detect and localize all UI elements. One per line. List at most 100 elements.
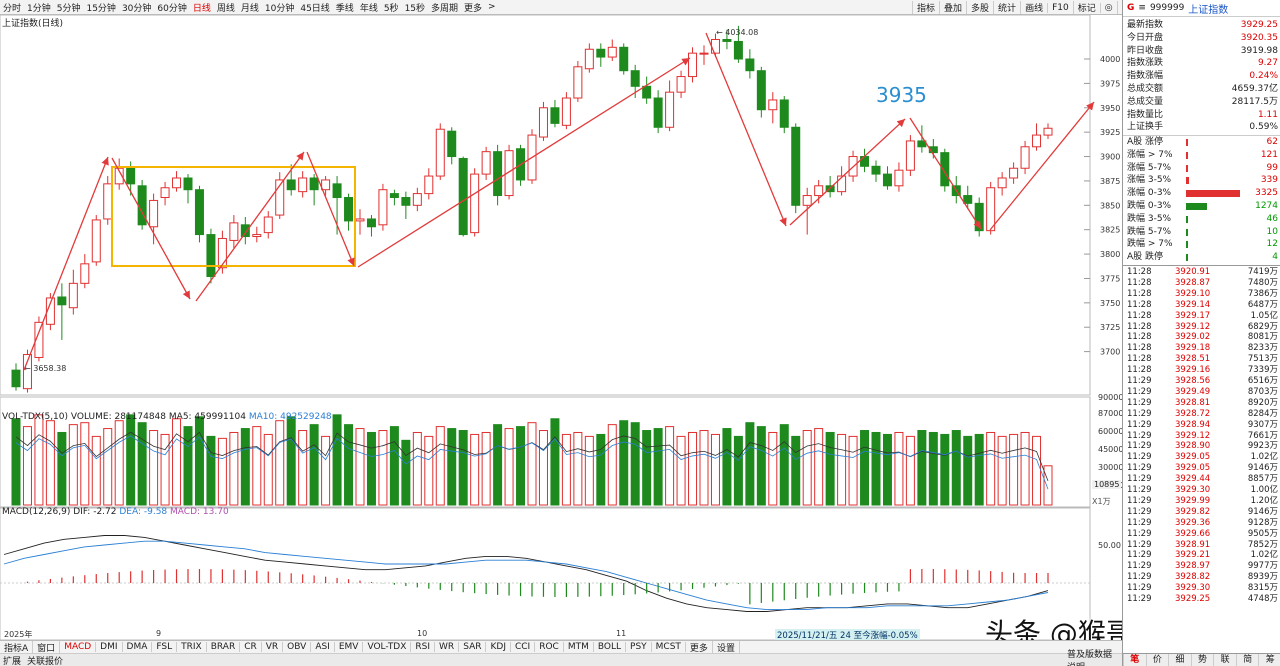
period-7[interactable]: 周线 <box>216 3 235 14</box>
indicator-tab-2[interactable]: MACD <box>60 642 97 652</box>
tool-1[interactable]: 叠加 <box>939 1 966 14</box>
tick-row: 11:28 3928.87 7480万 <box>1123 278 1280 289</box>
indicator-tab-3[interactable]: DMI <box>96 642 123 652</box>
panel-tab-1[interactable]: 价 <box>1145 654 1169 666</box>
tool-2[interactable]: 多股 <box>966 1 993 14</box>
trend-arrow <box>23 156 109 371</box>
tool-5[interactable]: F10 <box>1047 2 1073 13</box>
breadth-bar <box>1186 228 1188 236</box>
period-6[interactable]: 日线 <box>192 3 211 14</box>
breadth-bar <box>1186 254 1188 262</box>
indicator-tab-1[interactable]: 窗口 <box>33 640 61 654</box>
indicator-tab-9[interactable]: VR <box>262 642 284 652</box>
stat-row: 昨日收盘 3919.98 <box>1123 45 1280 58</box>
period-12[interactable]: 年线 <box>359 3 378 14</box>
indicator-tab-5[interactable]: FSL <box>152 642 178 652</box>
macd-dea-line <box>3 540 1049 611</box>
menu-icon[interactable]: ≡ <box>1138 3 1146 13</box>
chart-area[interactable]: 4000 3975 3950 3925 3900 3875 3850 3825 3800 3775… <box>0 14 1123 641</box>
volume-bar <box>699 430 709 506</box>
volume-bar <box>80 422 90 506</box>
tool-4[interactable]: 画线 <box>1020 1 1047 14</box>
indicator-tab-0[interactable]: 指标A <box>0 640 34 654</box>
period-5[interactable]: 60分钟 <box>157 3 187 14</box>
indicator-tab-4[interactable]: DMA <box>123 642 153 652</box>
period-9[interactable]: 10分钟 <box>264 3 295 14</box>
tick-price: 3929.17 <box>1175 310 1211 321</box>
panel-tab-6[interactable]: 筹 <box>1258 654 1280 666</box>
indicator-tab-24[interactable]: 更多 <box>686 640 713 654</box>
tool-0[interactable]: 指标 <box>912 1 939 14</box>
indicator-tab-21[interactable]: BOLL <box>594 642 627 652</box>
period-13[interactable]: 5秒 <box>383 3 399 14</box>
panel-tab-3[interactable]: 势 <box>1190 654 1214 666</box>
tick-row: 11:29 3929.36 9128万 <box>1123 518 1280 529</box>
breadth-bar <box>1186 139 1188 146</box>
period-3[interactable]: 15分钟 <box>86 3 116 14</box>
tick-volume: 7852万 <box>1247 539 1278 550</box>
tick-volume: 1.20亿 <box>1250 495 1278 506</box>
breadth-value: 4 <box>1272 252 1278 263</box>
period-2[interactable]: 5分钟 <box>56 3 81 14</box>
tool-6[interactable]: 标记 <box>1072 1 1100 14</box>
indicator-tab-22[interactable]: PSY <box>626 642 652 652</box>
indicator-tab-17[interactable]: KDJ <box>486 642 511 652</box>
indicator-tab-23[interactable]: MCST <box>652 642 686 652</box>
tool-7[interactable]: ◎ <box>1099 2 1117 13</box>
tick-price: 3928.81 <box>1175 397 1211 408</box>
tick-row: 11:29 3929.30 8315万 <box>1123 583 1280 594</box>
y-tick-label: 3750 <box>1100 299 1120 308</box>
indicator-tab-16[interactable]: SAR <box>459 642 487 652</box>
tool-3[interactable]: 统计 <box>993 1 1020 14</box>
period-0[interactable]: 分时 <box>3 3 22 14</box>
panel-tab-0[interactable]: 笔 <box>1123 654 1146 666</box>
period-10[interactable]: 45日线 <box>300 3 330 14</box>
kline-svg[interactable]: 4000 3975 3950 3925 3900 3875 3850 3825 3800 3775… <box>0 14 1123 641</box>
tick-row: 11:29 3929.05 1.02亿 <box>1123 452 1280 463</box>
candle-body <box>607 46 617 58</box>
indicator-tab-13[interactable]: VOL-TDX <box>363 642 412 652</box>
volume-bar <box>745 422 755 506</box>
period-14[interactable]: 15秒 <box>404 3 426 14</box>
panel-tab-5[interactable]: 简 <box>1235 654 1259 666</box>
expand-button[interactable]: 扩展 <box>3 656 22 666</box>
vol-volume: VOLUME: 281174848 <box>70 412 167 422</box>
more-chevron-icon[interactable]: > <box>488 2 496 12</box>
indicator-tab-19[interactable]: ROC <box>535 642 564 652</box>
trend-arrow <box>789 118 906 226</box>
volume-bar <box>642 430 652 506</box>
period-11[interactable]: 季线 <box>335 3 354 14</box>
panel-tab-2[interactable]: 细 <box>1168 654 1191 666</box>
indicator-tab-18[interactable]: CCI <box>511 642 536 652</box>
indicator-tab-15[interactable]: WR <box>435 642 460 652</box>
tick-row: 11:29 3929.21 1.02亿 <box>1123 550 1280 561</box>
trend-arrow <box>306 151 355 267</box>
indicator-tab-8[interactable]: CR <box>240 642 262 652</box>
panel-tab-4[interactable]: 联 <box>1213 654 1236 666</box>
candle-body <box>275 179 285 216</box>
indicator-tab-20[interactable]: MTM <box>564 642 594 652</box>
candle-body <box>57 296 67 306</box>
tick-volume: 9505万 <box>1247 528 1278 539</box>
period-4[interactable]: 30分钟 <box>121 3 152 14</box>
indicator-tab-12[interactable]: EMV <box>335 642 364 652</box>
period-1[interactable]: 1分钟 <box>27 3 51 14</box>
period-16[interactable]: 更多 <box>464 3 483 14</box>
volume-bar <box>802 430 812 506</box>
data-notice-link[interactable]: 普及版数据说明 <box>1067 650 1113 666</box>
indicator-tab-6[interactable]: TRIX <box>177 642 207 652</box>
period-15[interactable]: 多周期 <box>431 3 459 14</box>
tick-price: 3929.16 <box>1175 365 1211 376</box>
volume-bar <box>848 435 858 506</box>
tick-row: 11:29 3929.12 7661万 <box>1123 431 1280 442</box>
tick-time: 11:29 <box>1127 397 1152 408</box>
period-8[interactable]: 月线 <box>240 3 259 14</box>
indicator-tab-25[interactable]: 设置 <box>713 640 740 654</box>
indicator-tab-7[interactable]: BRAR <box>207 642 241 652</box>
related-quote-button[interactable]: 关联报价 <box>27 656 64 666</box>
indicator-tab-10[interactable]: OBV <box>283 642 312 652</box>
indicator-tab-14[interactable]: RSI <box>411 642 436 652</box>
indicator-tab-11[interactable]: ASI <box>311 642 335 652</box>
candle-body <box>137 185 147 226</box>
volume-bar <box>951 430 961 506</box>
